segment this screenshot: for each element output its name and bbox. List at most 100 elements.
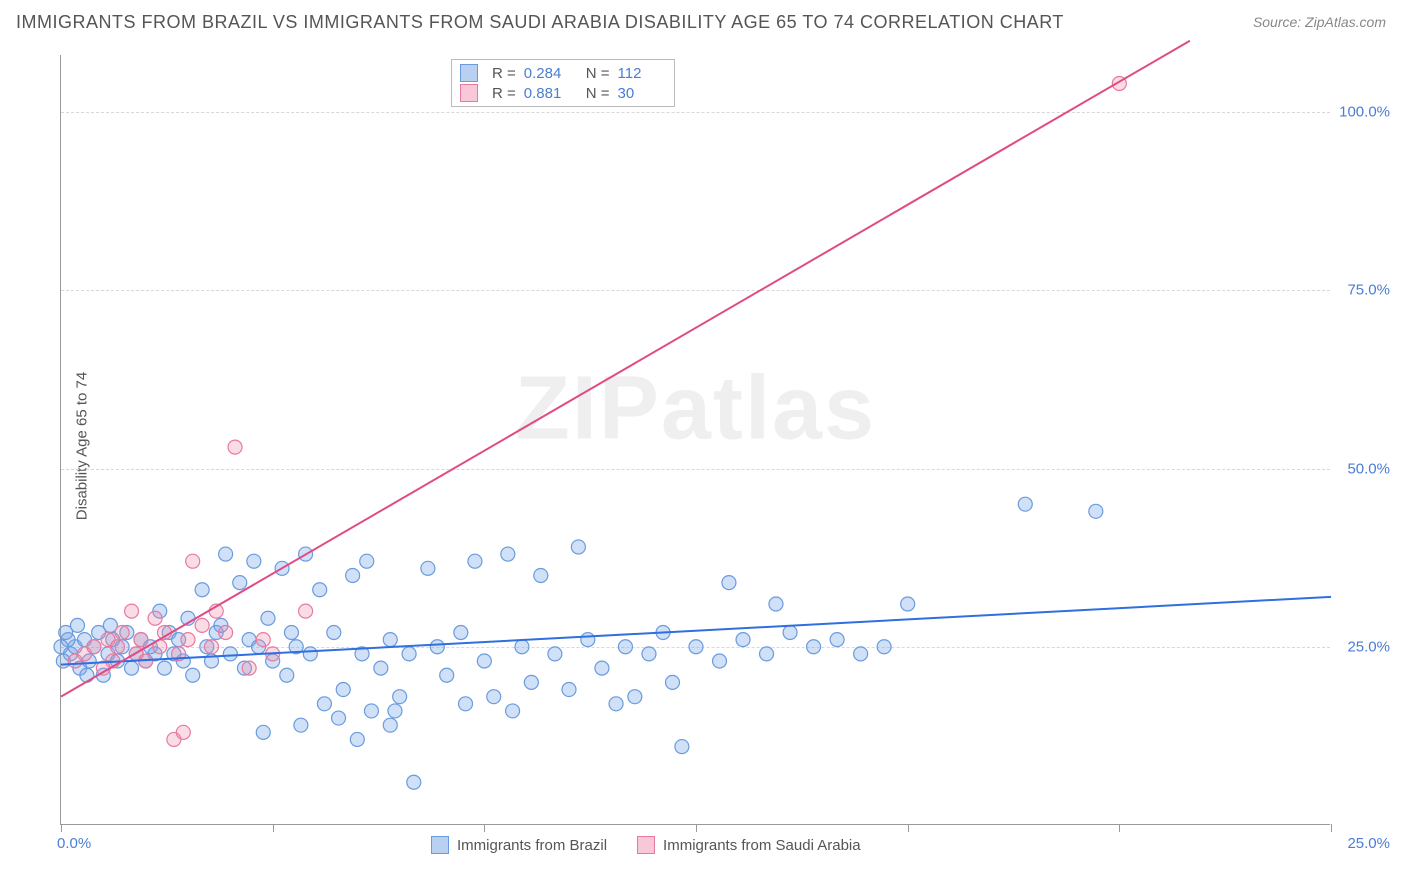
scatter-point	[459, 697, 473, 711]
scatter-point	[609, 697, 623, 711]
y-tick-label: 50.0%	[1335, 460, 1390, 477]
scatter-point	[219, 626, 233, 640]
scatter-point	[628, 690, 642, 704]
legend-stats-row-1: R = 0.284 N = 112	[460, 64, 666, 82]
scatter-point	[299, 604, 313, 618]
scatter-point	[115, 626, 129, 640]
scatter-point	[1018, 497, 1032, 511]
scatter-point	[901, 597, 915, 611]
x-tick	[1331, 824, 1332, 832]
legend-item-brazil: Immigrants from Brazil	[431, 836, 607, 854]
scatter-point	[760, 647, 774, 661]
scatter-point	[571, 540, 585, 554]
scatter-point	[336, 683, 350, 697]
scatter-point	[87, 640, 101, 654]
scatter-point	[675, 740, 689, 754]
x-tick-label: 0.0%	[57, 835, 91, 852]
scatter-point	[157, 661, 171, 675]
scatter-point	[134, 633, 148, 647]
scatter-svg	[61, 55, 1330, 824]
scatter-point	[148, 611, 162, 625]
r-label: R =	[492, 85, 516, 102]
scatter-point	[581, 633, 595, 647]
scatter-point	[176, 725, 190, 739]
scatter-point	[402, 647, 416, 661]
scatter-point	[783, 626, 797, 640]
scatter-point	[256, 633, 270, 647]
trend-line	[61, 41, 1190, 697]
plot-area: ZIPatlas R = 0.284 N = 112 R = 0.881 N =…	[60, 55, 1330, 825]
x-tick	[61, 824, 62, 832]
scatter-point	[722, 576, 736, 590]
scatter-point	[280, 668, 294, 682]
n-value-brazil: 112	[618, 65, 666, 82]
legend-swatch-brazil	[460, 64, 478, 82]
scatter-point	[477, 654, 491, 668]
scatter-point	[524, 675, 538, 689]
scatter-point	[595, 661, 609, 675]
x-tick	[273, 824, 274, 832]
scatter-point	[454, 626, 468, 640]
legend-swatch-saudi-icon	[637, 836, 655, 854]
x-tick-label: 25.0%	[1347, 835, 1390, 852]
y-tick-label: 75.0%	[1335, 282, 1390, 299]
scatter-point	[317, 697, 331, 711]
legend-label-brazil: Immigrants from Brazil	[457, 837, 607, 854]
scatter-point	[388, 704, 402, 718]
legend-item-saudi: Immigrants from Saudi Arabia	[637, 836, 861, 854]
scatter-point	[242, 661, 256, 675]
trend-line	[61, 597, 1331, 665]
scatter-point	[689, 640, 703, 654]
scatter-point	[440, 668, 454, 682]
scatter-point	[313, 583, 327, 597]
scatter-point	[515, 640, 529, 654]
scatter-point	[407, 775, 421, 789]
scatter-point	[1089, 504, 1103, 518]
scatter-point	[261, 611, 275, 625]
scatter-point	[501, 547, 515, 561]
n-label: N =	[586, 85, 610, 102]
scatter-point	[186, 668, 200, 682]
scatter-point	[877, 640, 891, 654]
scatter-point	[506, 704, 520, 718]
scatter-point	[736, 633, 750, 647]
y-tick-label: 100.0%	[1335, 104, 1390, 121]
x-tick	[908, 824, 909, 832]
legend-swatch-brazil-icon	[431, 836, 449, 854]
scatter-point	[665, 675, 679, 689]
legend-label-saudi: Immigrants from Saudi Arabia	[663, 837, 861, 854]
r-label: R =	[492, 65, 516, 82]
scatter-point	[110, 640, 124, 654]
scatter-point	[642, 647, 656, 661]
x-tick	[1119, 824, 1120, 832]
scatter-point	[534, 568, 548, 582]
scatter-point	[346, 568, 360, 582]
x-tick	[696, 824, 697, 832]
scatter-point	[332, 711, 346, 725]
scatter-point	[181, 633, 195, 647]
scatter-point	[125, 661, 139, 675]
scatter-point	[223, 647, 237, 661]
scatter-point	[548, 647, 562, 661]
x-tick	[484, 824, 485, 832]
legend-stats: R = 0.284 N = 112 R = 0.881 N = 30	[451, 59, 675, 107]
scatter-point	[383, 718, 397, 732]
y-tick-label: 25.0%	[1335, 638, 1390, 655]
scatter-point	[364, 704, 378, 718]
scatter-point	[383, 633, 397, 647]
scatter-point	[393, 690, 407, 704]
scatter-point	[713, 654, 727, 668]
scatter-point	[807, 640, 821, 654]
scatter-point	[247, 554, 261, 568]
scatter-point	[350, 732, 364, 746]
scatter-point	[769, 597, 783, 611]
scatter-point	[430, 640, 444, 654]
scatter-point	[54, 640, 68, 654]
scatter-point	[233, 576, 247, 590]
scatter-point	[228, 440, 242, 454]
scatter-point	[59, 626, 73, 640]
scatter-point	[830, 633, 844, 647]
r-value-saudi: 0.881	[524, 85, 572, 102]
scatter-point	[195, 583, 209, 597]
scatter-point	[562, 683, 576, 697]
